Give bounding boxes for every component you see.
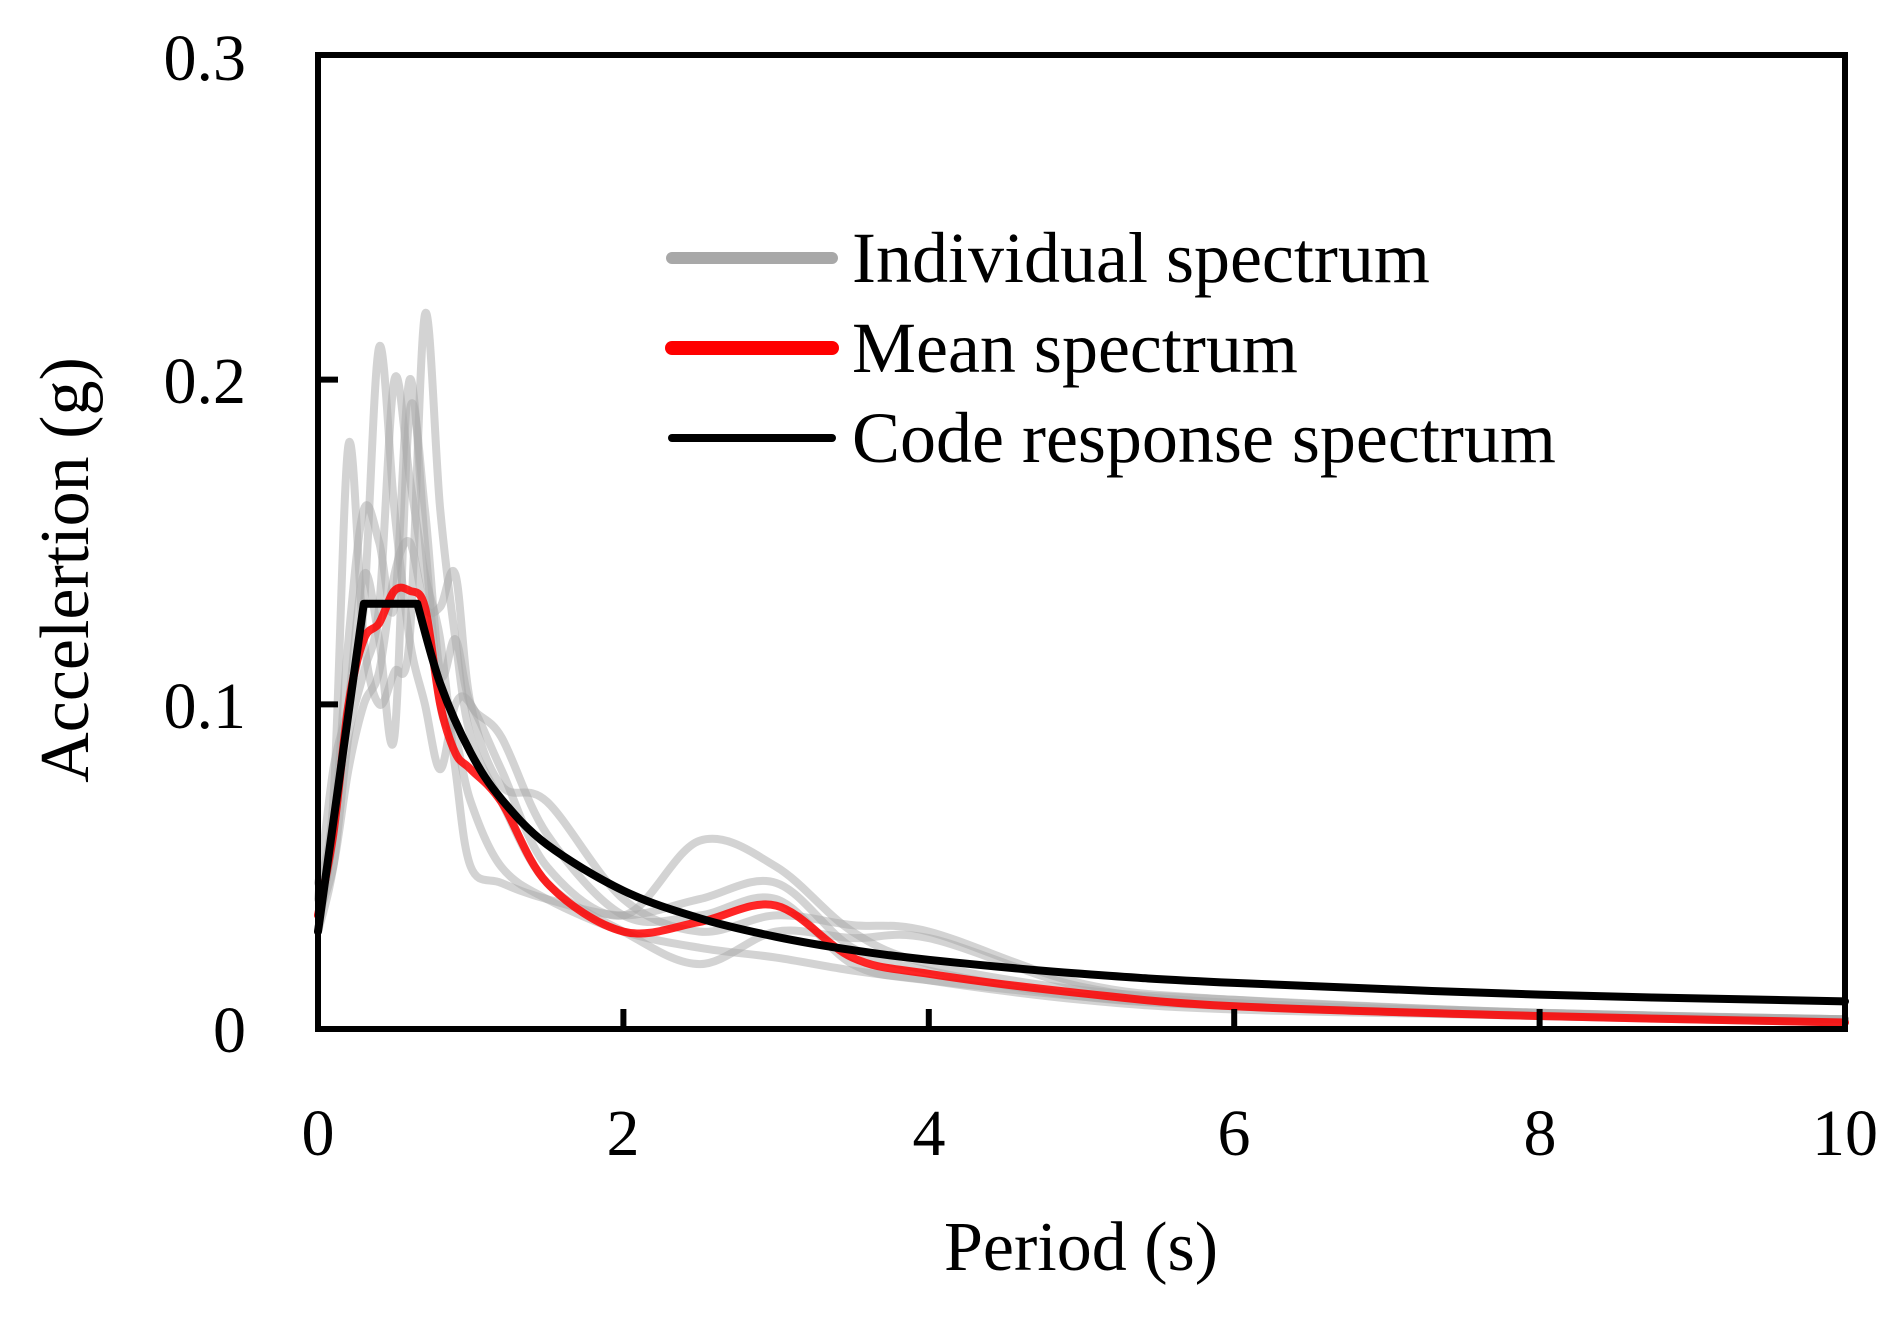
- y-tick-label: 0: [213, 994, 246, 1067]
- x-tick-label: 6: [1218, 1097, 1251, 1170]
- legend: Individual spectrum Mean spectrum Code r…: [665, 218, 1556, 478]
- x-tick-label: 10: [1812, 1097, 1878, 1170]
- plot-frame: [315, 52, 1848, 1032]
- individual-spectrum-line-6: [314, 536, 1849, 1024]
- main-spectra-group: [314, 583, 1849, 1027]
- legend-label-individual: Individual spectrum: [852, 218, 1430, 298]
- x-tick-label: 0: [302, 1097, 335, 1170]
- y-axis-title: Accelertion (g): [27, 357, 104, 783]
- y-tick-label: 0.2: [164, 345, 247, 418]
- legend-label-mean: Mean spectrum: [852, 308, 1298, 388]
- y-tick-label: 0.1: [164, 670, 247, 743]
- y-tick-labels: 0 0.1 0.2 0.3: [164, 22, 247, 1067]
- y-tick-label: 0.3: [164, 22, 247, 95]
- x-tick-label: 4: [913, 1097, 946, 1170]
- code-response-spectrum-line: [314, 599, 1849, 1006]
- x-axis-title: Period (s): [944, 1209, 1218, 1286]
- x-tick-label: 8: [1524, 1097, 1557, 1170]
- mean-spectrum-line: [314, 583, 1849, 1027]
- x-tick-label: 2: [607, 1097, 640, 1170]
- x-tick-labels: 0 2 4 6 8 10: [302, 1097, 1879, 1170]
- legend-label-code: Code response spectrum: [852, 398, 1556, 478]
- axis-ticks-group: [318, 376, 1543, 1029]
